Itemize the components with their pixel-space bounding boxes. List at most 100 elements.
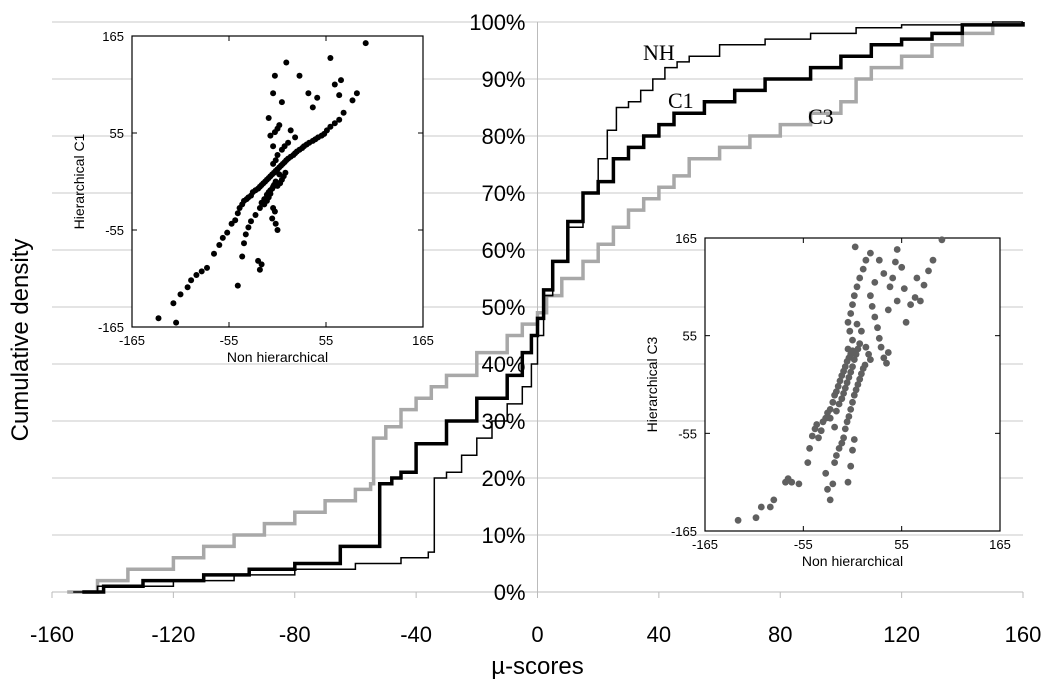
scatter-point bbox=[331, 120, 338, 127]
scatter-point bbox=[242, 231, 249, 238]
scatter-point bbox=[844, 478, 852, 486]
scatter-point bbox=[862, 343, 870, 351]
scatter-point bbox=[838, 439, 846, 447]
y-tick-label: 80% bbox=[481, 124, 525, 149]
main-tick-labels: -160 -120 -80 -40 0 40 80 120 160 0% 10% 20% 30% 40% 5… bbox=[30, 10, 1041, 647]
scatter-point bbox=[829, 480, 837, 488]
scatter-point bbox=[854, 381, 862, 388]
y-tick-label: 100% bbox=[469, 10, 525, 35]
scatter-point bbox=[327, 55, 334, 61]
inset-y-tick-label: -165 bbox=[671, 524, 697, 539]
scatter-point bbox=[859, 265, 867, 273]
scatter-point bbox=[929, 256, 937, 264]
inset-x-tick-label: -165 bbox=[119, 333, 145, 348]
scatter-point bbox=[858, 327, 865, 335]
scatter-point bbox=[862, 256, 870, 264]
scatter-point bbox=[868, 303, 876, 310]
inset-y-tick-label: 165 bbox=[675, 231, 697, 246]
main-axes bbox=[51, 22, 1024, 598]
y-tick-label: 10% bbox=[481, 523, 525, 548]
inset-y-tick-label: 55 bbox=[683, 329, 697, 344]
inset-c1-scatter: -165-165 -55 -55 55 55 165 165 Non hierarchical… bbox=[71, 29, 434, 365]
scatter-point bbox=[804, 459, 812, 466]
x-tick-label: -40 bbox=[400, 622, 432, 647]
scatter-point bbox=[287, 127, 294, 134]
scatter-point bbox=[867, 292, 874, 300]
x-tick-label: -160 bbox=[30, 622, 74, 647]
scatter-point bbox=[877, 343, 885, 351]
scatter-point bbox=[913, 274, 921, 282]
scatter-point bbox=[188, 277, 195, 284]
scatter-point bbox=[852, 350, 860, 358]
inset-y-tick-label: 55 bbox=[110, 126, 124, 141]
scatter-point bbox=[276, 122, 283, 129]
scatter-point bbox=[232, 217, 239, 224]
scatter-point bbox=[211, 250, 217, 257]
scatter-point bbox=[204, 264, 210, 271]
scatter-point bbox=[836, 377, 844, 385]
scatter-point bbox=[340, 109, 347, 116]
scatter-point bbox=[234, 210, 241, 217]
scatter-point bbox=[883, 359, 890, 367]
scatter-point bbox=[261, 201, 268, 208]
scatter-point bbox=[826, 496, 834, 504]
scatter-point bbox=[902, 318, 910, 326]
x-tick-label: -120 bbox=[151, 622, 195, 647]
scatter-point bbox=[252, 212, 259, 218]
scatter-point bbox=[219, 234, 226, 241]
y-tick-label: 0% bbox=[494, 580, 526, 605]
scatter-point bbox=[241, 240, 247, 247]
scatter-point bbox=[808, 432, 816, 440]
scatter-point bbox=[734, 516, 742, 524]
inset-x-tick-label: 55 bbox=[319, 333, 333, 348]
scatter-point bbox=[938, 236, 946, 244]
scatter-point bbox=[867, 249, 874, 257]
scatter-point bbox=[283, 59, 290, 66]
scatter-point bbox=[858, 370, 865, 378]
scatter-point bbox=[871, 279, 879, 286]
inset-x-label: Non hierarchical bbox=[227, 349, 328, 365]
scatter-point bbox=[270, 143, 277, 150]
inset-x-tick-label: -55 bbox=[220, 333, 239, 348]
scatter-point bbox=[170, 300, 177, 307]
scatter-point bbox=[282, 169, 289, 176]
scatter-point bbox=[841, 425, 849, 433]
y-axis-label: Cumulative density bbox=[7, 239, 34, 442]
scatter-point bbox=[272, 220, 279, 227]
scatter-point bbox=[248, 218, 254, 225]
scatter-point bbox=[198, 268, 205, 275]
scatter-point bbox=[850, 391, 858, 399]
scatter-point bbox=[853, 320, 861, 328]
scatter-point bbox=[795, 480, 803, 488]
scatter-point bbox=[256, 205, 263, 211]
scatter-point bbox=[278, 99, 285, 106]
inset-x-tick-label: -165 bbox=[692, 537, 718, 552]
scatter-point bbox=[177, 291, 184, 298]
main-series bbox=[67, 21, 1025, 594]
scatter-point bbox=[813, 421, 821, 428]
scatter-point bbox=[826, 406, 834, 413]
scatter-point bbox=[875, 256, 883, 264]
scatter-point bbox=[173, 319, 180, 326]
scatter-point bbox=[831, 459, 838, 466]
scatter-point bbox=[845, 374, 853, 381]
scatter-point bbox=[838, 395, 846, 403]
scatter-point bbox=[925, 267, 932, 275]
x-tick-label: 120 bbox=[883, 622, 920, 647]
scatter-point bbox=[840, 390, 847, 397]
scatter-point bbox=[861, 361, 869, 369]
scatter-point bbox=[292, 134, 299, 141]
inset-x-tick-label: -55 bbox=[794, 537, 813, 552]
scatter-point bbox=[871, 313, 879, 321]
scatter-point bbox=[752, 514, 760, 522]
x-axis-label: µ-scores bbox=[491, 653, 584, 680]
scatter-point bbox=[850, 356, 858, 363]
scatter-point bbox=[817, 427, 825, 435]
scatter-point bbox=[269, 215, 276, 222]
series-label-c3: C3 bbox=[808, 104, 834, 129]
y-tick-label: 40% bbox=[481, 352, 525, 377]
scatter-point bbox=[835, 400, 843, 408]
scatter-point bbox=[884, 349, 892, 356]
scatter-point bbox=[265, 115, 272, 121]
scatter-point bbox=[239, 253, 246, 260]
